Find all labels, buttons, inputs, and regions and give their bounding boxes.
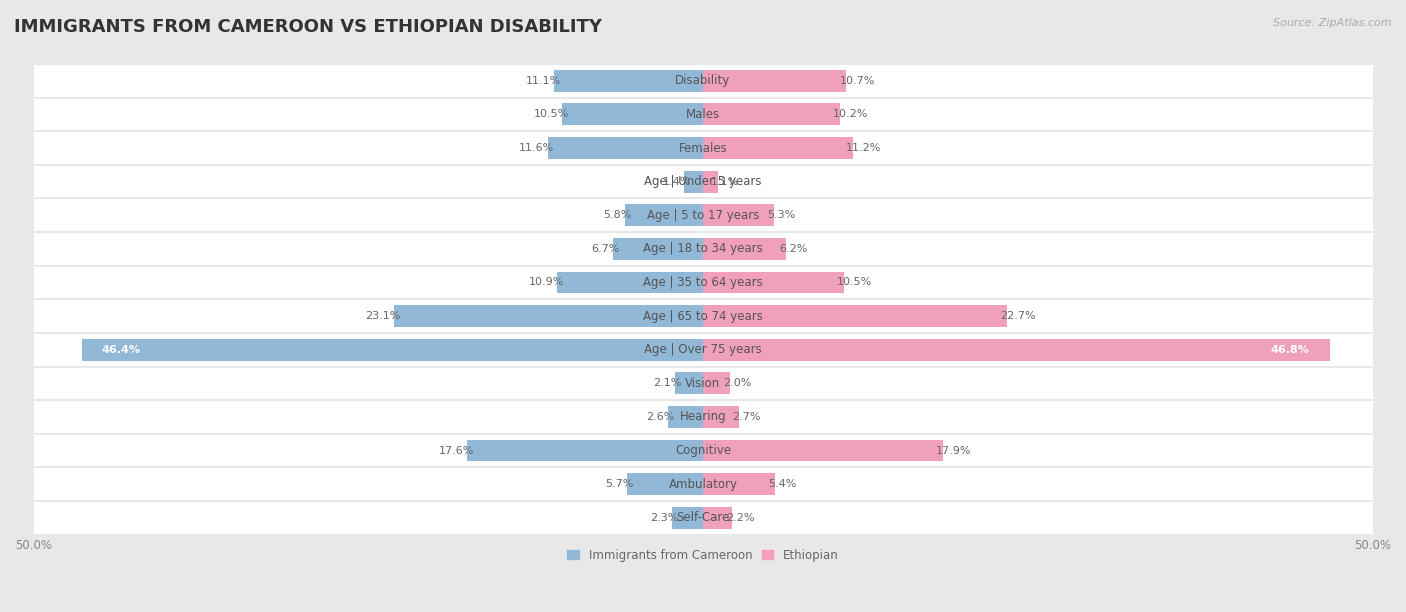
Bar bbox=[613, 238, 703, 259]
Bar bbox=[703, 171, 717, 193]
Text: Ambulatory: Ambulatory bbox=[668, 478, 738, 491]
Text: Age | 35 to 64 years: Age | 35 to 64 years bbox=[643, 276, 763, 289]
Text: 1.1%: 1.1% bbox=[711, 177, 740, 187]
Text: Females: Females bbox=[679, 141, 727, 154]
Text: 5.8%: 5.8% bbox=[603, 211, 633, 220]
Bar bbox=[562, 103, 703, 125]
Bar bbox=[703, 305, 1007, 327]
Bar bbox=[34, 266, 1372, 299]
Text: 46.4%: 46.4% bbox=[101, 345, 141, 355]
Bar bbox=[703, 507, 733, 529]
Text: 6.7%: 6.7% bbox=[592, 244, 620, 254]
Bar bbox=[34, 299, 1372, 333]
Text: 10.2%: 10.2% bbox=[832, 110, 869, 119]
Text: 5.7%: 5.7% bbox=[605, 479, 633, 489]
Bar bbox=[703, 204, 773, 226]
Bar bbox=[34, 232, 1372, 266]
Bar bbox=[82, 339, 703, 360]
Text: 10.5%: 10.5% bbox=[837, 277, 872, 288]
Text: 11.6%: 11.6% bbox=[519, 143, 554, 153]
Text: 5.3%: 5.3% bbox=[768, 211, 796, 220]
Text: 2.6%: 2.6% bbox=[647, 412, 675, 422]
Text: 11.2%: 11.2% bbox=[846, 143, 882, 153]
Bar bbox=[394, 305, 703, 327]
Text: 2.7%: 2.7% bbox=[733, 412, 761, 422]
Legend: Immigrants from Cameroon, Ethiopian: Immigrants from Cameroon, Ethiopian bbox=[562, 544, 844, 566]
Bar bbox=[703, 473, 775, 495]
Bar bbox=[703, 372, 730, 394]
Text: Age | 65 to 74 years: Age | 65 to 74 years bbox=[643, 310, 763, 323]
Bar bbox=[675, 372, 703, 394]
Text: 10.9%: 10.9% bbox=[529, 277, 564, 288]
Text: 17.9%: 17.9% bbox=[936, 446, 972, 455]
Text: 11.1%: 11.1% bbox=[526, 76, 561, 86]
Text: Disability: Disability bbox=[675, 74, 731, 88]
Bar bbox=[703, 238, 786, 259]
Bar bbox=[34, 333, 1372, 367]
Bar bbox=[34, 64, 1372, 97]
Text: 2.2%: 2.2% bbox=[725, 513, 754, 523]
Bar bbox=[703, 439, 942, 461]
Text: 5.4%: 5.4% bbox=[769, 479, 797, 489]
Bar bbox=[34, 131, 1372, 165]
Text: 2.0%: 2.0% bbox=[723, 378, 751, 389]
Bar bbox=[668, 406, 703, 428]
Text: 22.7%: 22.7% bbox=[1000, 311, 1036, 321]
Bar bbox=[554, 70, 703, 92]
Bar bbox=[703, 103, 839, 125]
Bar bbox=[34, 367, 1372, 400]
Text: Males: Males bbox=[686, 108, 720, 121]
Bar bbox=[34, 468, 1372, 501]
Bar bbox=[34, 198, 1372, 232]
Bar bbox=[557, 272, 703, 293]
Text: 2.3%: 2.3% bbox=[651, 513, 679, 523]
Bar bbox=[34, 434, 1372, 468]
Text: 17.6%: 17.6% bbox=[439, 446, 474, 455]
Text: 10.5%: 10.5% bbox=[534, 110, 569, 119]
Text: Age | 18 to 34 years: Age | 18 to 34 years bbox=[643, 242, 763, 255]
Bar bbox=[34, 165, 1372, 198]
Bar bbox=[548, 137, 703, 159]
Text: Hearing: Hearing bbox=[679, 411, 727, 424]
Bar bbox=[685, 171, 703, 193]
Bar bbox=[626, 204, 703, 226]
Text: 6.2%: 6.2% bbox=[779, 244, 807, 254]
Text: IMMIGRANTS FROM CAMEROON VS ETHIOPIAN DISABILITY: IMMIGRANTS FROM CAMEROON VS ETHIOPIAN DI… bbox=[14, 18, 602, 36]
Bar bbox=[34, 400, 1372, 434]
Bar bbox=[672, 507, 703, 529]
Text: 10.7%: 10.7% bbox=[839, 76, 875, 86]
Text: 23.1%: 23.1% bbox=[366, 311, 401, 321]
Bar bbox=[467, 439, 703, 461]
Bar bbox=[703, 339, 1330, 360]
Bar bbox=[627, 473, 703, 495]
Text: Vision: Vision bbox=[685, 377, 721, 390]
Text: 1.4%: 1.4% bbox=[662, 177, 690, 187]
Bar bbox=[34, 501, 1372, 535]
Bar bbox=[34, 97, 1372, 131]
Bar bbox=[703, 272, 844, 293]
Text: Age | Over 75 years: Age | Over 75 years bbox=[644, 343, 762, 356]
Text: Age | 5 to 17 years: Age | 5 to 17 years bbox=[647, 209, 759, 222]
Text: Source: ZipAtlas.com: Source: ZipAtlas.com bbox=[1274, 18, 1392, 28]
Text: Self-Care: Self-Care bbox=[676, 511, 730, 524]
Text: 46.8%: 46.8% bbox=[1271, 345, 1309, 355]
Bar bbox=[703, 70, 846, 92]
Bar bbox=[703, 406, 740, 428]
Bar bbox=[703, 137, 853, 159]
Text: Cognitive: Cognitive bbox=[675, 444, 731, 457]
Text: 2.1%: 2.1% bbox=[654, 378, 682, 389]
Text: Age | Under 5 years: Age | Under 5 years bbox=[644, 175, 762, 188]
